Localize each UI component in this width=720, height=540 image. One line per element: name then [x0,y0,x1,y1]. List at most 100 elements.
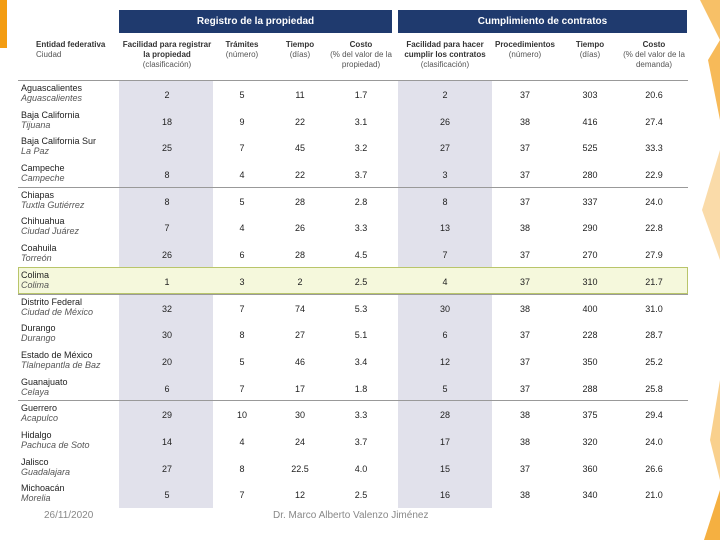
table-row: Aguascalientes Aguascalientes 2 5 11 1.7 2 37 30… [18,80,688,107]
column-header-title: Trámites [225,40,259,49]
value-cell: 337 [582,196,598,207]
value-cell: 27 [161,463,172,474]
value-cell: 320 [582,436,598,447]
entity-cell: Colima Colima [21,270,49,290]
city-name: Tijuana [21,119,51,130]
entity-cell: Aguascalientes Aguascalientes [21,83,82,103]
value-cell: 5 [239,90,245,100]
value-cell: 7 [442,250,448,261]
entity-cell: Michoacán Morelia [21,483,65,503]
value-cell: 46 [294,356,305,367]
group-separator [18,400,688,402]
section-header-cumplimiento: Cumplimiento de contratos [398,10,687,33]
column-header-title: Facilidad para hacer cumplir los contrat… [404,40,486,59]
value-cell: 8 [239,463,245,474]
value-cell: 22 [294,116,305,127]
column-header-title: Tiempo [575,40,605,49]
value-cell: 22.5 [291,463,309,474]
value-cell: 8 [164,170,170,181]
value-cell: 2.5 [354,276,368,287]
table-row: Chihuahua Ciudad Juárez 7 4 26 3.3 13 38 290 22.8 [18,213,688,240]
value-cell: 3.3 [354,223,368,234]
value-cell: 30 [294,410,305,421]
value-cell: 5 [239,196,245,207]
column-header-unit: (días) [289,50,311,59]
value-cell: 27.4 [645,116,663,127]
value-cell: 1.7 [354,90,368,100]
value-cell: 37 [519,356,530,367]
value-cell: 26 [439,116,450,127]
value-cell: 8 [442,196,448,207]
entity-cell: Durango Durango [21,323,56,343]
city-name: Torreón [21,253,52,264]
state-name: Estado de México [21,349,93,360]
section-header-registro: Registro de la propiedad [119,10,392,33]
entity-cell: Campeche Campeche [21,163,65,183]
column-header-title: Costo [642,40,666,49]
city-name: Pachuca de Soto [21,439,90,450]
value-cell: 7 [239,383,245,394]
value-cell: 33.3 [645,143,663,154]
value-cell: 38 [519,490,530,501]
value-cell: 2 [442,90,448,100]
value-cell: 4.0 [354,463,368,474]
value-cell: 25.8 [645,383,663,394]
value-cell: 270 [582,250,598,261]
table-row: Michoacán Morelia 5 7 12 2.5 16 38 340 21.0 [18,480,688,507]
value-cell: 2.5 [354,490,368,501]
value-cell: 11 [295,90,305,100]
value-cell: 6 [442,330,448,341]
city-name: Aguascalientes [21,93,83,103]
value-cell: 38 [519,116,530,127]
value-cell: 25.2 [645,356,663,367]
value-cell: 17 [439,436,450,447]
column-header-title: Costo [349,40,373,49]
value-cell: 5.1 [354,330,368,341]
entity-cell: Hidalgo Pachuca de Soto [21,430,90,450]
value-cell: 3.2 [354,143,368,154]
table-row: Baja California Tijuana 18 9 22 3.1 26 38 416 27.… [18,107,688,134]
value-cell: 5 [164,490,170,501]
column-header-7: Tiempo (días) [565,40,615,78]
city-name: Tuxtla Gutiérrez [21,199,85,210]
column-header-unit: (número) [225,50,259,59]
entity-cell: Distrito Federal Ciudad de México [21,297,93,317]
table-row: Colima Colima 1 3 2 2.5 4 37 310 21.7 [18,266,688,294]
value-cell: 8 [239,330,245,341]
value-cell: 6 [239,250,245,261]
value-cell: 28.7 [645,330,663,341]
value-cell: 3.4 [354,356,368,367]
value-cell: 310 [582,276,598,287]
value-cell: 25 [161,143,172,154]
value-cell: 350 [582,356,598,367]
value-cell: 32 [161,303,172,314]
value-cell: 37 [519,250,530,261]
value-cell: 3.7 [354,436,368,447]
group-separator [18,186,688,188]
value-cell: 17 [294,383,305,394]
value-cell: 7 [164,223,170,234]
value-cell: 31.0 [645,303,663,314]
table-row: Distrito Federal Ciudad de México 32 7 74 5.3… [18,294,688,321]
value-cell: 4 [239,170,245,181]
group-separator [18,293,688,295]
city-name: Ciudad de México [21,306,94,317]
value-cell: 10 [236,410,247,421]
value-cell: 1 [164,276,170,287]
value-cell: 27 [439,143,450,154]
value-cell: 3 [239,276,245,287]
state-name: Hidalgo [21,429,52,440]
value-cell: 2.8 [354,196,368,207]
value-cell: 7 [239,303,245,314]
value-cell: 37 [519,383,530,394]
value-cell: 12 [294,490,305,501]
state-name: Baja California [21,109,80,120]
state-name: Campeche [21,163,65,174]
value-cell: 18 [161,116,172,127]
footer-date: 26/11/2020 [44,510,94,521]
column-header-unit: (número) [508,50,542,59]
state-name: Aguascalientes [21,83,83,93]
value-cell: 4 [442,276,448,287]
state-name: Distrito Federal [21,296,83,307]
value-cell: 525 [582,143,598,154]
